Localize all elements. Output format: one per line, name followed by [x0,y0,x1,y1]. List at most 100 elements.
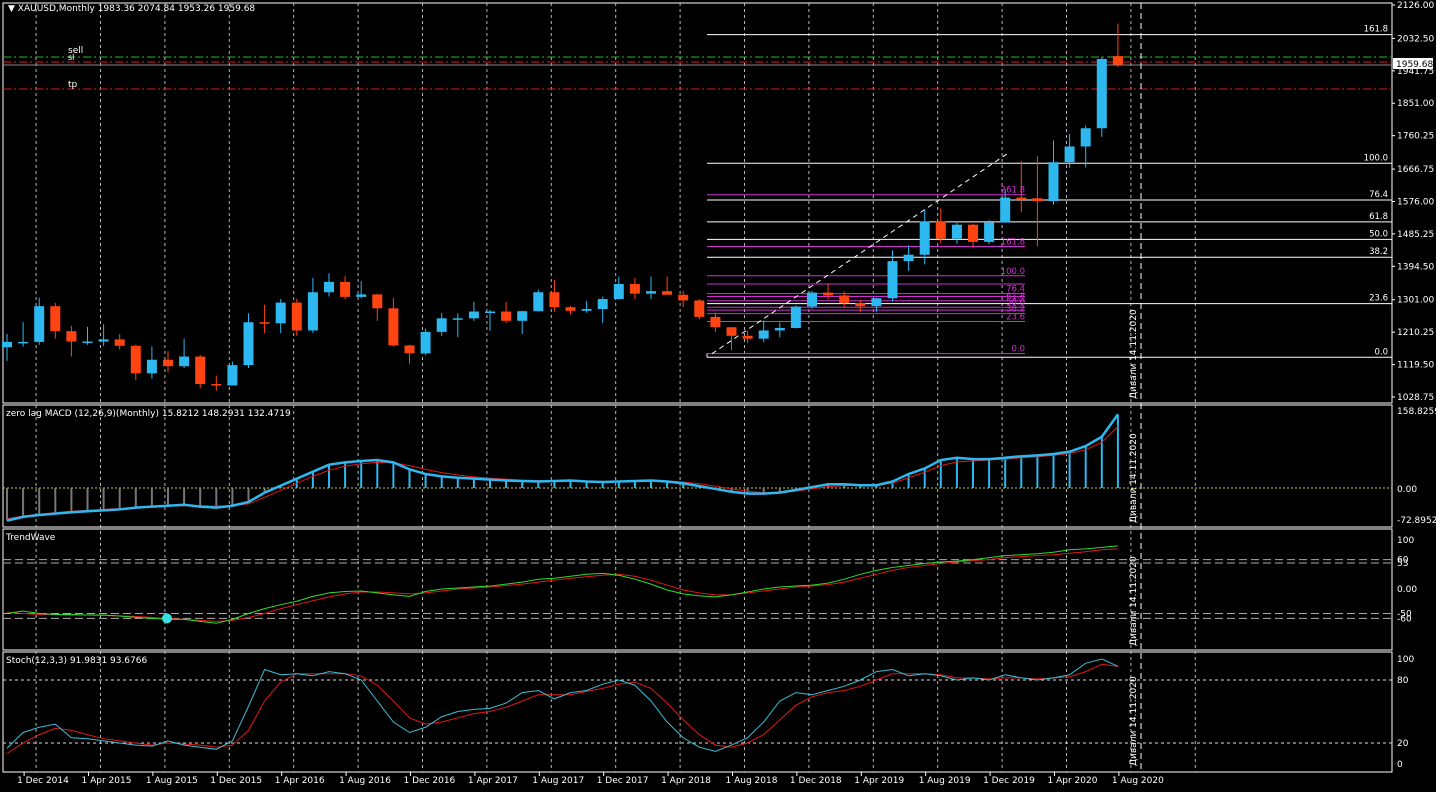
candle-body [404,345,415,354]
candle-body [807,292,817,307]
candle-body [243,322,254,366]
candle-body [646,291,656,294]
fib-level-magenta-label: 76.4 [1006,285,1025,295]
candle-body [179,356,190,367]
candle-body [307,292,318,331]
candle-body [678,294,689,301]
candle-body [340,281,351,297]
fib-level-white-label: 161.8 [1364,25,1388,35]
candle-body [517,311,528,321]
stoch-signal-line [6,663,1118,754]
fib-level-magenta-label: 100.0 [1001,267,1025,277]
candle-body [855,302,866,307]
candle-body [726,327,737,336]
time-axis-label: 1 Aug 2015 [146,776,198,786]
time-axis-label: 1 Aug 2019 [919,776,971,786]
fib-level-white-label: 0.0 [1374,347,1388,357]
fib-level-white-label: 23.6 [1369,294,1388,304]
candle-body [533,292,544,312]
price-scale-label: 1210.25 [1397,328,1434,338]
stoch-header: Stoch(12,3,3) 91.9831 93.6766 [6,656,148,666]
candle-body [388,308,399,346]
trendwave-scale-label: 0.00 [1397,585,1417,595]
event-vertical-label: Дивали 14.11.2020 [1129,433,1139,523]
time-axis-label: 1 Dec 2019 [983,776,1035,786]
fib-level-white-label: 100.0 [1364,153,1388,163]
candle-body [662,291,673,295]
event-vertical-label: Дивали 14.11.2020 [1129,676,1139,766]
candle-body [887,261,898,299]
candle-body [146,359,157,374]
candle-body [501,311,512,321]
time-axis-label: 1 Apr 2019 [854,776,904,786]
macd-panel-frame [2,404,1393,528]
trendwave-scale-label: 53 [1397,559,1408,569]
fib-level-white-label: 61.8 [1369,212,1388,222]
candle-body [951,224,962,239]
candle-body [710,316,721,328]
candle-body [968,224,978,242]
stoch-panel-frame [2,651,1393,773]
candle-body [919,221,930,255]
candle-body [452,318,463,320]
time-axis-label: 1 Apr 2020 [1048,776,1098,786]
symbol-header-text: XAUUSD,Monthly 1983.36 2074.84 1953.26 1… [17,4,256,14]
time-axis-label: 1 Dec 2016 [404,776,456,786]
candle-body [130,345,141,374]
candle-body [98,339,109,342]
candle-body [195,356,206,385]
trendwave-scale-label: 60 [1397,556,1409,566]
price-scale-label: 2032.50 [1397,34,1434,44]
time-axis-label: 1 Aug 2017 [532,776,584,786]
symbol-menu-triangle-down-icon[interactable]: ▼ [8,4,15,14]
time-axis-label: 1 Dec 2018 [790,776,842,786]
price-scale-label: 1851.00 [1397,99,1434,109]
fib-level-white-label: 38.2 [1369,247,1388,257]
candle-body [211,384,222,386]
sell-label: sell [68,46,83,56]
candle-body [275,302,286,324]
fib-level-magenta-label: 23.6 [1006,313,1025,323]
macd-scale-label: 158.8259 [1397,407,1436,417]
stoch-scale-label: 80 [1397,676,1409,686]
candle-body [18,341,29,344]
time-axis-label: 1 Apr 2016 [275,776,325,786]
price-scale-label: 1485.25 [1397,230,1434,240]
candle-body [291,302,302,331]
candle-body [565,307,576,311]
candle-body [758,330,769,339]
candle-body [1032,198,1043,202]
time-axis-label: 1 Aug 2018 [726,776,778,786]
candle-body [871,298,882,307]
fib-trend-line [711,151,1011,355]
time-axis-label: 1 Aug 2016 [339,776,391,786]
price-scale-label: 1394.50 [1397,262,1434,272]
price-scale-label: 1760.25 [1397,132,1434,142]
candle-body [66,331,77,342]
candles [2,23,1123,391]
trendwave-green-line [6,545,1118,624]
stoch-main-line [6,658,1119,752]
candle-body [163,359,173,367]
candle-body [468,311,479,319]
time-axis-label: 1 Aug 2020 [1112,776,1164,786]
time-axis-label: 1 Apr 2015 [82,776,132,786]
current-price-label: 1959.68 [1396,60,1433,70]
macd-histogram [6,414,1119,521]
candle-body [436,318,447,332]
price-scale-label: 1301.00 [1397,296,1434,306]
candle-body [2,341,12,348]
stoch-scale-label: 20 [1397,739,1409,749]
candle-body [839,295,850,303]
candle-body [1096,58,1107,129]
trendwave-scale-label: -50 [1397,610,1412,620]
candle-body [1112,56,1123,65]
macd-header: zero lag MACD (12,26,9)(Monthly) 15.8212… [6,409,291,419]
vertical-grid [35,3,1196,772]
candle-body [935,221,946,239]
price-scale-label: 1576.00 [1397,197,1434,207]
candle-body [790,306,801,328]
price-scale-label: 1941.75 [1397,67,1434,77]
sl-label: sl [68,53,74,62]
